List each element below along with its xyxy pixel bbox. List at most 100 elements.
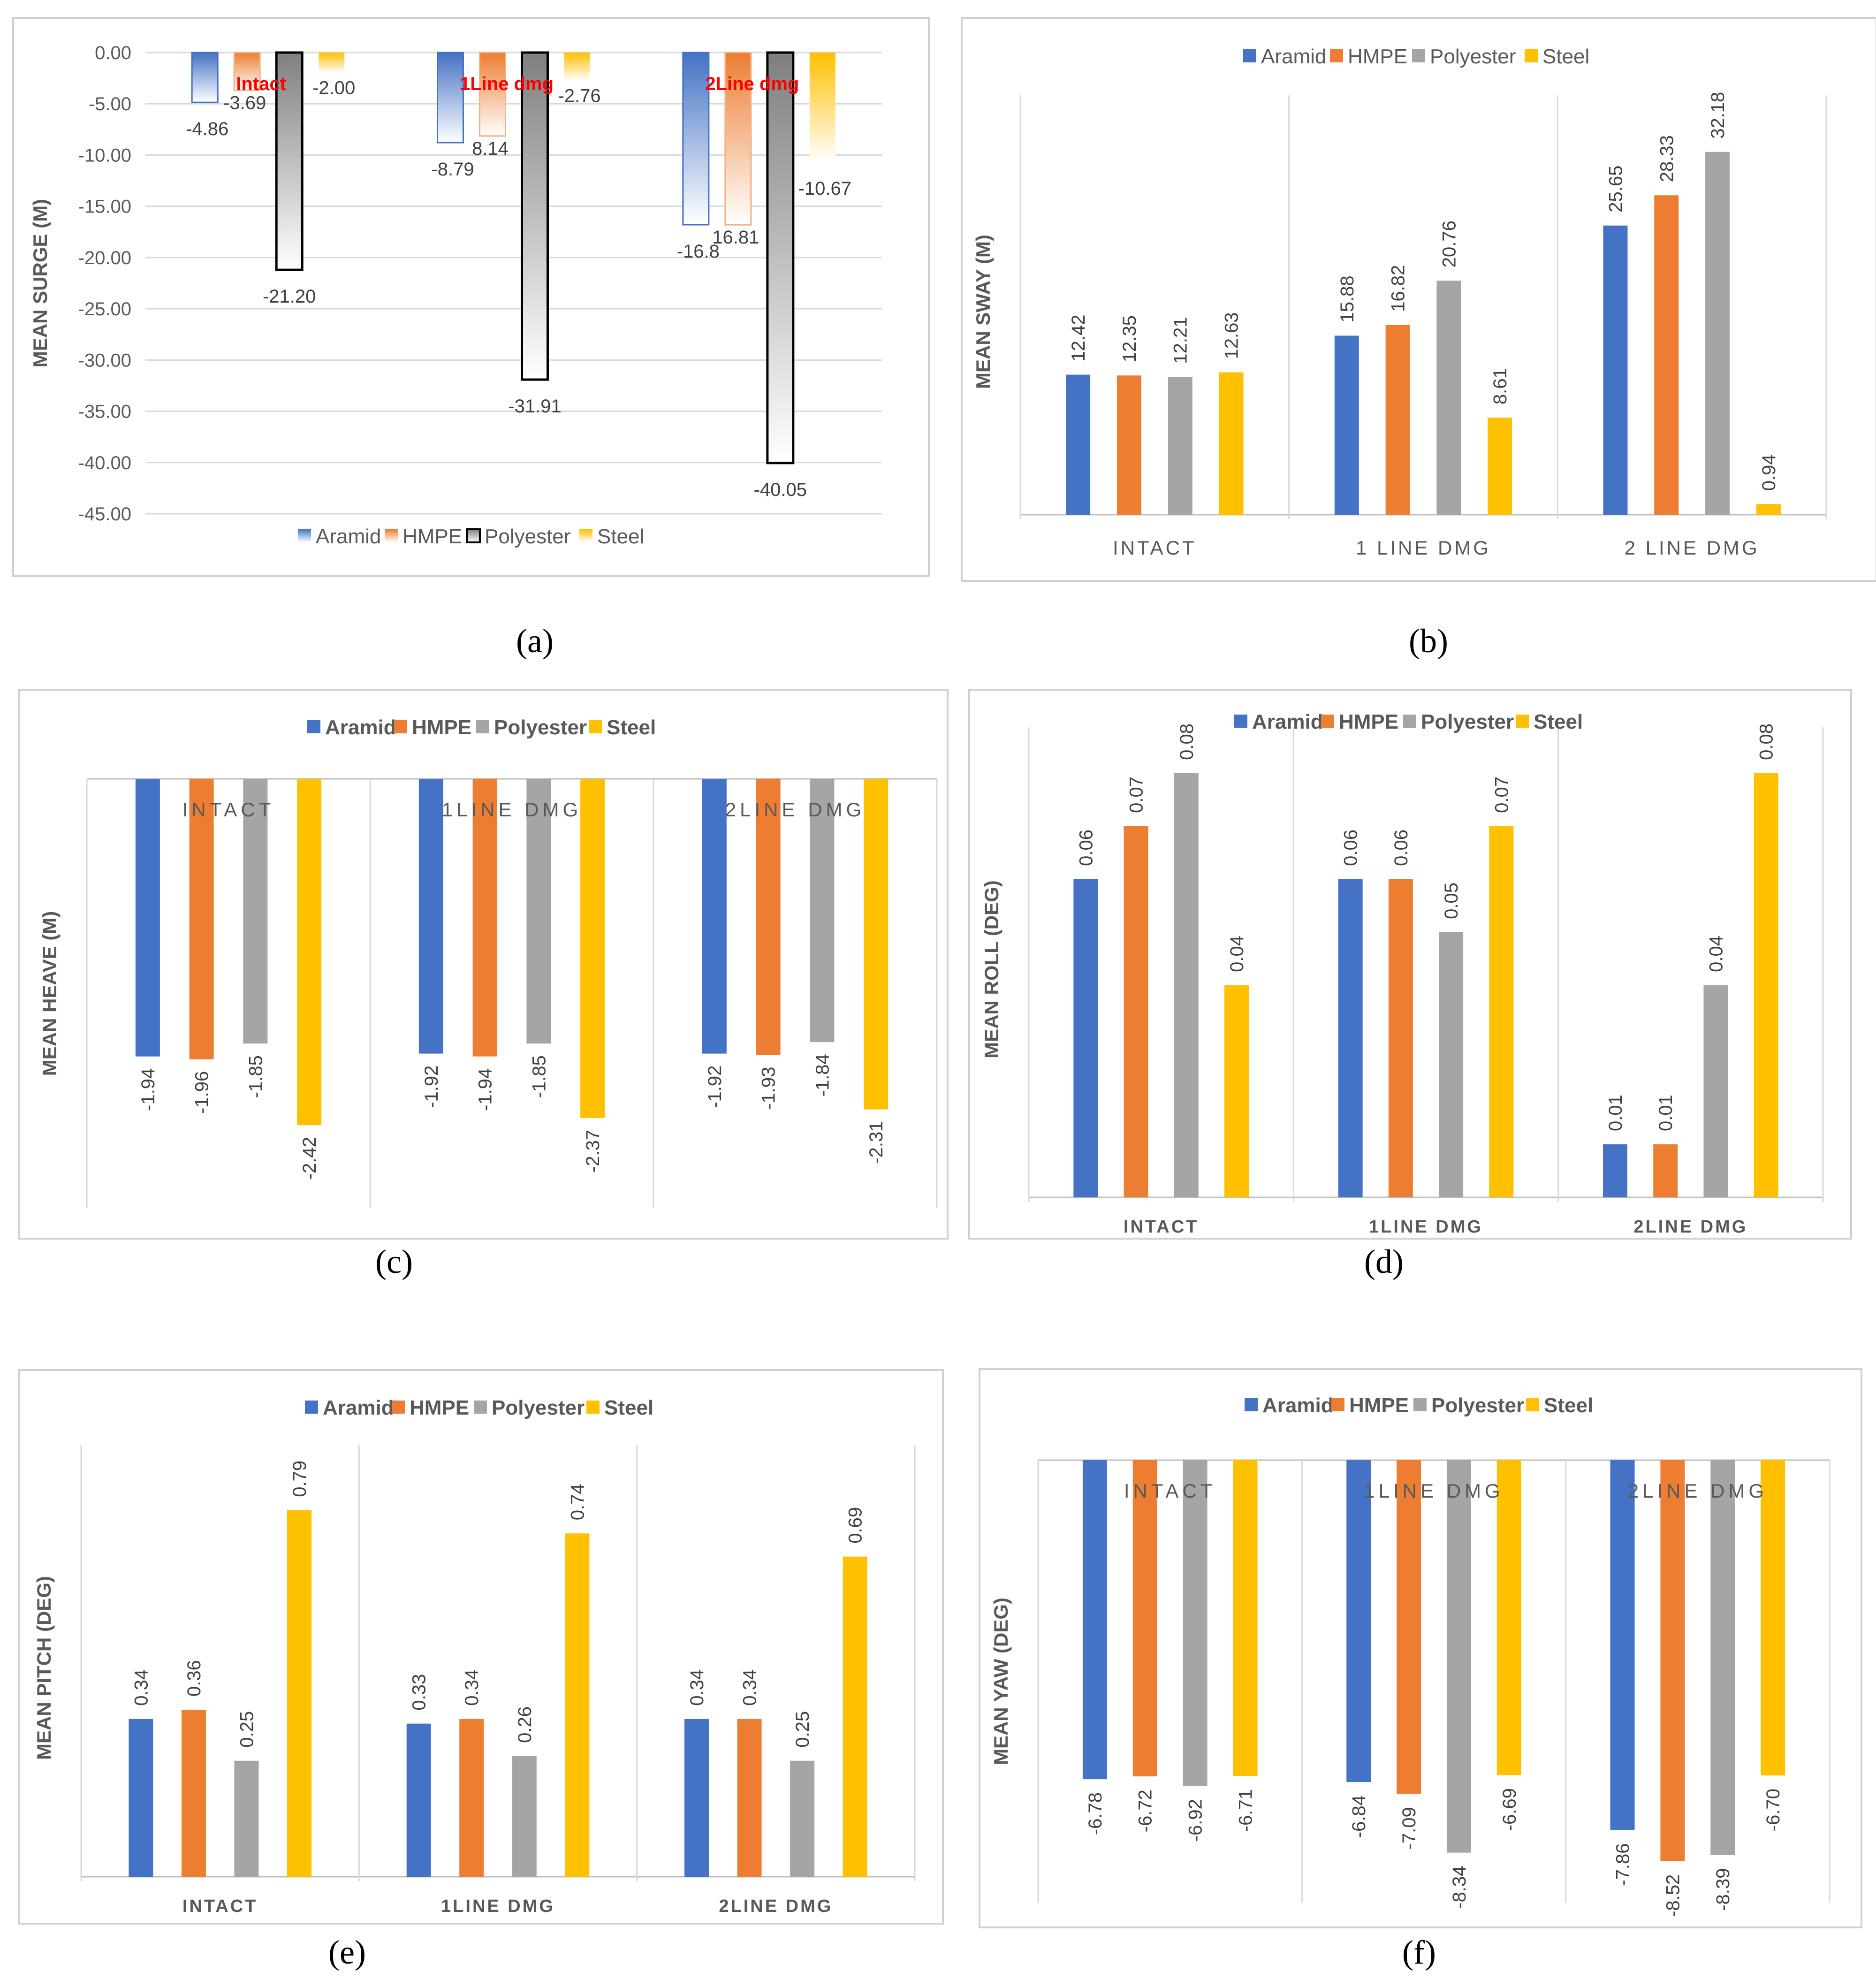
data-label: 0.06 <box>1076 830 1096 866</box>
bar-hmpe <box>1397 1460 1421 1794</box>
bar-steel <box>564 53 590 81</box>
bar-aramid <box>437 52 464 144</box>
legend-label: HMPE <box>412 716 471 739</box>
data-label: 12.63 <box>1222 312 1242 359</box>
bar-aramid <box>1610 1460 1635 1830</box>
bar-polyester <box>512 1756 537 1877</box>
bar-aramid <box>1346 1460 1371 1782</box>
bar-aramid <box>1082 1460 1107 1780</box>
bar-aramid <box>1334 335 1359 515</box>
data-label: -1.85 <box>529 1055 549 1098</box>
legend-label: Polyester <box>494 716 587 739</box>
legend-label: Polyester <box>1431 1394 1524 1417</box>
legend-item-steel: Steel <box>1516 710 1583 733</box>
legend-swatch <box>476 720 489 733</box>
bar-hmpe <box>1116 375 1141 515</box>
bar-aramid <box>702 779 727 1054</box>
legend-label: Polyester <box>485 525 570 548</box>
bar-aramid <box>191 52 219 103</box>
data-label: 0.07 <box>1126 777 1147 813</box>
legend-item-hmpe: HMPE <box>1331 1394 1409 1417</box>
chart-panel-e: MEAN PITCH (DEG) 0.34 0.36 0.25 0.79 INTACT 0.… <box>18 1369 944 1925</box>
category-label: 1Line dmg <box>460 74 554 94</box>
data-label: 0.69 <box>845 1507 866 1544</box>
legend-swatch <box>1321 715 1334 728</box>
bar-polyester <box>1439 932 1464 1197</box>
panel-caption: (c) <box>375 1243 413 1280</box>
data-label: -6.71 <box>1235 1789 1256 1832</box>
data-label: 0.01 <box>1656 1095 1676 1131</box>
bar-hmpe <box>479 52 506 137</box>
bar-steel <box>1754 773 1778 1197</box>
bar-steel <box>1224 985 1249 1197</box>
data-label: -2.00 <box>312 78 355 99</box>
legend-swatch <box>392 1401 405 1414</box>
legend-item-aramid: Aramid <box>1245 1394 1334 1417</box>
legend-swatch <box>385 529 398 542</box>
data-label: 0.34 <box>687 1669 707 1706</box>
data-label: -1.94 <box>138 1068 159 1111</box>
bar-steel <box>297 779 322 1126</box>
legend-item-steel: Steel <box>589 716 656 739</box>
bar-aramid <box>682 52 710 226</box>
data-label: -8.34 <box>1449 1866 1470 1909</box>
data-label: 0.25 <box>792 1711 813 1748</box>
bar-steel <box>319 53 345 73</box>
bar-aramid <box>418 779 443 1054</box>
data-label: 0.25 <box>236 1711 257 1748</box>
legend-label: Polyester <box>1430 45 1516 68</box>
y-tick-label: -30.00 <box>78 350 131 371</box>
legend-item-aramid: Aramid <box>1234 710 1323 733</box>
bar-hmpe <box>1654 195 1679 515</box>
legend-item-polyester: Polyester <box>1412 45 1516 68</box>
data-label: -21.20 <box>263 286 316 307</box>
y-tick-label: -10.00 <box>78 145 131 166</box>
legend-label: Aramid <box>1262 1394 1334 1417</box>
data-label: 0.26 <box>515 1706 535 1743</box>
bar-aramid <box>684 1719 709 1877</box>
bar-aramid <box>129 1719 153 1877</box>
data-label: 0.08 <box>1177 723 1197 760</box>
bar-steel <box>1488 418 1512 515</box>
legend-swatch <box>474 1401 487 1414</box>
panel-caption: (d) <box>1364 1243 1404 1280</box>
data-label: -2.42 <box>299 1137 320 1180</box>
panel-caption: (f) <box>1402 1934 1436 1971</box>
bar-steel <box>1756 504 1781 515</box>
data-label: 8.61 <box>1490 368 1511 404</box>
legend-item-steel: Steel <box>586 1396 653 1419</box>
category-label: 1LINE DMG <box>442 799 582 821</box>
y-tick-label: -15.00 <box>78 197 131 217</box>
legend-item-hmpe: HMPE <box>394 716 471 739</box>
legend-swatch <box>466 528 481 543</box>
legend-swatch <box>394 720 407 733</box>
bar-steel <box>843 1556 867 1877</box>
category-label: 2LINE DMG <box>719 1896 833 1916</box>
legend-item-polyester: Polyester <box>466 525 570 548</box>
bar-steel <box>1233 1460 1258 1776</box>
legend-label: HMPE <box>410 1396 469 1419</box>
data-label: -6.72 <box>1135 1789 1156 1832</box>
bar-hmpe <box>181 1710 206 1877</box>
legend-label: Steel <box>1544 1394 1593 1417</box>
legend-swatch <box>1243 49 1256 62</box>
data-label: -1.94 <box>475 1068 496 1111</box>
bar-hmpe <box>1388 879 1413 1197</box>
legend-swatch <box>1245 1398 1258 1411</box>
bar-hmpe <box>1124 826 1148 1197</box>
category-label: INTACT <box>182 1896 258 1916</box>
bar-aramid <box>1338 879 1363 1197</box>
bar-polyester <box>1703 985 1728 1197</box>
category-label: INTACT <box>182 799 275 821</box>
legend-item-aramid: Aramid <box>305 1396 394 1419</box>
data-label: 0.34 <box>131 1669 152 1706</box>
data-label: 0.79 <box>289 1461 310 1497</box>
bar-hmpe <box>189 779 214 1059</box>
bar-polyester <box>1174 773 1199 1197</box>
bar-polyester <box>1710 1460 1735 1855</box>
bar-hmpe <box>233 52 261 91</box>
legend-item-polyester: Polyester <box>474 1396 585 1419</box>
data-label: -1.96 <box>192 1071 213 1114</box>
bar-steel <box>1489 826 1514 1197</box>
bar-polyester <box>810 779 835 1043</box>
